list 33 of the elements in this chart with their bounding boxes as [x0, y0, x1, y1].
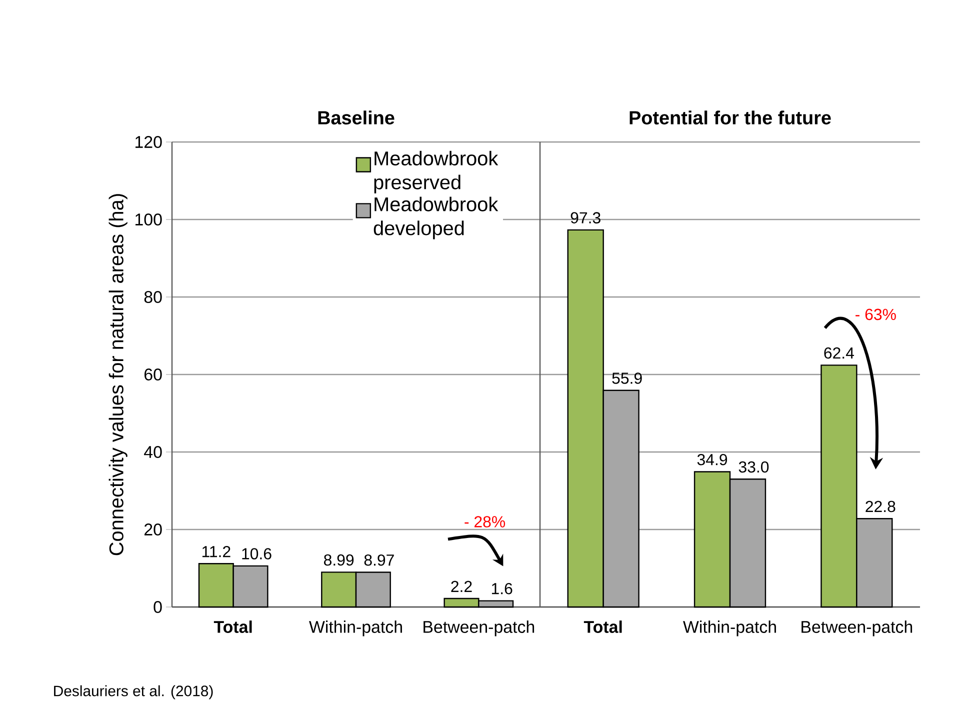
x-tick-label: Total — [584, 620, 622, 633]
data-label: 22.8 — [866, 500, 896, 512]
y-axis-title: Connectivity values for natural areas (ha) — [108, 194, 128, 556]
y-tick-label: 80 — [144, 291, 162, 303]
data-label: 34.9 — [697, 454, 728, 466]
data-label: 8.99 — [324, 554, 354, 566]
annotation: - 63% — [856, 308, 896, 320]
chart-title: Baseline — [318, 110, 394, 124]
y-tick-label: 120 — [136, 136, 162, 148]
data-label: 97.3 — [570, 212, 600, 224]
y-tick-label: 0 — [154, 601, 162, 613]
x-tick-label: Between-patch — [802, 620, 912, 636]
legend-label: Meadowbrook developed — [374, 196, 498, 240]
data-label: 1.6 — [492, 583, 512, 594]
y-tick-label: 100 — [136, 213, 162, 226]
data-label: 33.0 — [738, 461, 769, 473]
x-tick-label: Within-patch — [683, 620, 776, 636]
data-label: 55.9 — [612, 372, 642, 384]
x-tick-label: Within-patch — [309, 620, 402, 636]
chart-title: Potential for the future — [630, 110, 831, 124]
y-tick-label: 20 — [144, 524, 162, 536]
x-tick-label: Total — [214, 620, 252, 633]
data-label: 8.97 — [364, 554, 394, 566]
x-tick-label: Between-patch — [424, 620, 534, 636]
legend-label: Meadowbrook preserved — [374, 150, 498, 194]
y-tick-label: 60 — [144, 368, 162, 380]
data-label: 11.2 — [202, 546, 230, 558]
text: Deslauriers et al. (2018) — [54, 685, 213, 700]
annotation: - 28% — [464, 516, 506, 528]
data-label: 10.6 — [242, 548, 272, 560]
y-tick-label: 40 — [144, 446, 162, 458]
data-label: 62.4 — [824, 347, 854, 359]
data-label: 2.2 — [451, 580, 472, 592]
